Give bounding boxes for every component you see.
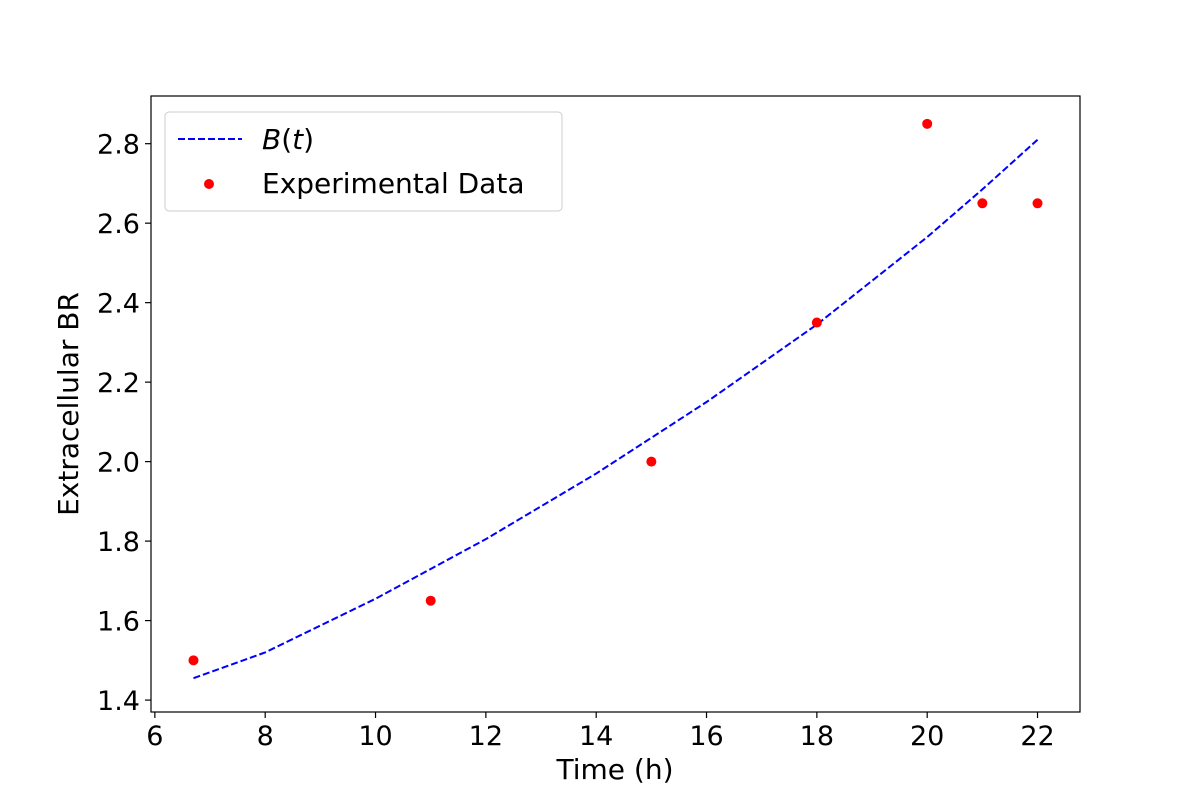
legend: B(t) Experimental Data bbox=[164, 111, 563, 212]
legend-label-bt-arg: t bbox=[292, 123, 304, 156]
data-point bbox=[1032, 198, 1043, 209]
x-tick-label: 10 bbox=[358, 721, 392, 752]
legend-label-bt-open: ( bbox=[281, 123, 292, 156]
y-axis-label: Extracellular BR bbox=[52, 292, 85, 516]
data-point bbox=[977, 198, 988, 209]
x-tick-label: 8 bbox=[257, 721, 274, 752]
x-tick-label: 6 bbox=[146, 721, 163, 752]
y-tick-label: 2.2 bbox=[97, 368, 140, 399]
x-tick-label: 14 bbox=[579, 721, 613, 752]
legend-scatter-marker bbox=[204, 179, 214, 189]
data-point bbox=[811, 317, 822, 328]
legend-label-experimental: Experimental Data bbox=[262, 167, 524, 200]
y-tick-label: 2.8 bbox=[97, 130, 140, 161]
y-tick-label: 2.0 bbox=[97, 448, 140, 479]
plot-frame bbox=[150, 95, 1081, 713]
x-tick-label: 18 bbox=[800, 721, 834, 752]
y-tick-label: 2.6 bbox=[97, 209, 140, 240]
legend-label-bt: B(t) bbox=[262, 123, 314, 156]
x-tick-label: 12 bbox=[469, 721, 503, 752]
series-line-bt bbox=[193, 138, 1039, 680]
x-axis-label: Time (h) bbox=[555, 753, 673, 786]
x-tick-label: 22 bbox=[1020, 721, 1054, 752]
data-point bbox=[922, 118, 933, 129]
y-tick-label: 1.8 bbox=[97, 527, 140, 558]
series-layer bbox=[188, 118, 1043, 680]
legend-box bbox=[164, 111, 563, 212]
data-point bbox=[188, 655, 199, 666]
data-point bbox=[425, 595, 436, 606]
y-tick-label: 1.4 bbox=[97, 686, 140, 717]
legend-label-bt-close: ) bbox=[303, 123, 314, 156]
data-point bbox=[646, 456, 657, 467]
y-axis: 1.4 1.6 1.8 2.0 2.2 2.4 2.6 2.8 bbox=[97, 130, 151, 717]
x-tick-label: 20 bbox=[910, 721, 944, 752]
y-tick-label: 1.6 bbox=[97, 607, 140, 638]
x-tick-label: 16 bbox=[689, 721, 723, 752]
legend-label-bt-var: B bbox=[262, 123, 281, 156]
y-tick-label: 2.4 bbox=[97, 289, 140, 320]
x-axis: 6 8 10 12 14 16 18 20 22 bbox=[146, 712, 1055, 752]
